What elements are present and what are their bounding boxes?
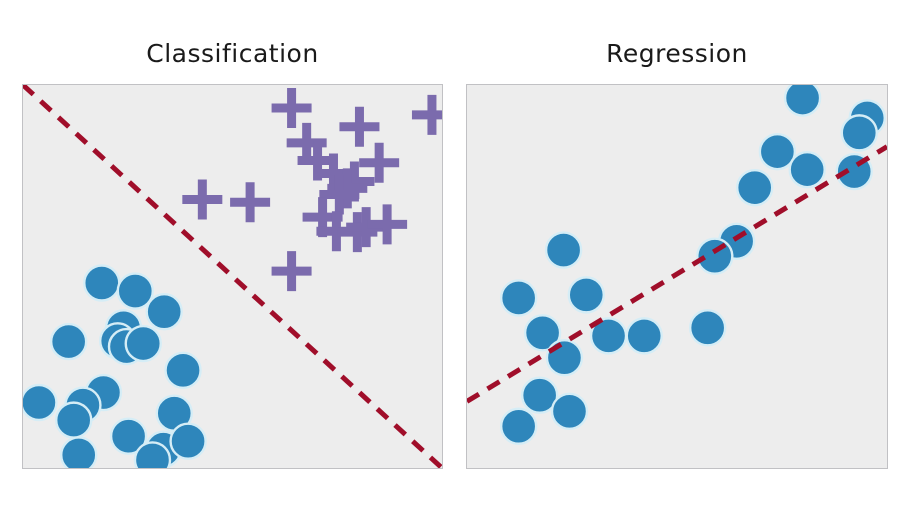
circle-marker [567,276,605,314]
circle-marker [520,376,559,414]
plus-marker [367,204,408,245]
classification-plot-area [22,84,443,469]
circle-marker [49,322,88,361]
classification-plot-canvas [23,85,442,468]
circle-marker [145,293,183,331]
regression-trend-line [467,144,887,404]
circle-marker [23,383,58,422]
plus-marker [339,106,380,147]
regression-panel: Regression [466,38,888,469]
regression-title: Regression [606,39,748,68]
circle-marker [54,401,93,439]
circle-marker [840,114,878,152]
circle-marker [783,85,822,117]
circle-marker [124,324,162,363]
regression-plot-area [466,84,888,469]
circle-marker [545,338,584,377]
plus-marker [337,212,378,253]
circle-marker [499,279,538,317]
plus-marker [411,94,442,135]
circle-marker [116,272,154,310]
plus-marker [230,182,271,223]
classification-title: Classification [146,39,319,68]
circle-marker [109,417,148,455]
circle-marker [133,441,172,468]
plus-marker [319,174,360,215]
circle-marker [625,317,663,355]
circle-marker [788,150,826,189]
circle-marker [83,264,121,302]
circle-marker [164,351,202,390]
regression-plot-canvas [467,85,887,445]
circle-marker [544,231,583,269]
plus-marker [271,87,312,128]
circle-marker [499,407,538,445]
classification-panel: Classification [22,38,443,469]
circle-marker [758,132,797,171]
plus-marker [182,179,223,220]
circle-marker [60,436,98,468]
circle-marker [523,314,562,352]
plus-marker [271,251,312,292]
plus-marker [327,168,368,209]
circle-marker [688,309,727,347]
circle-marker [736,168,774,207]
circle-marker [169,422,207,460]
plus-marker [359,142,400,183]
circle-marker [550,392,589,431]
